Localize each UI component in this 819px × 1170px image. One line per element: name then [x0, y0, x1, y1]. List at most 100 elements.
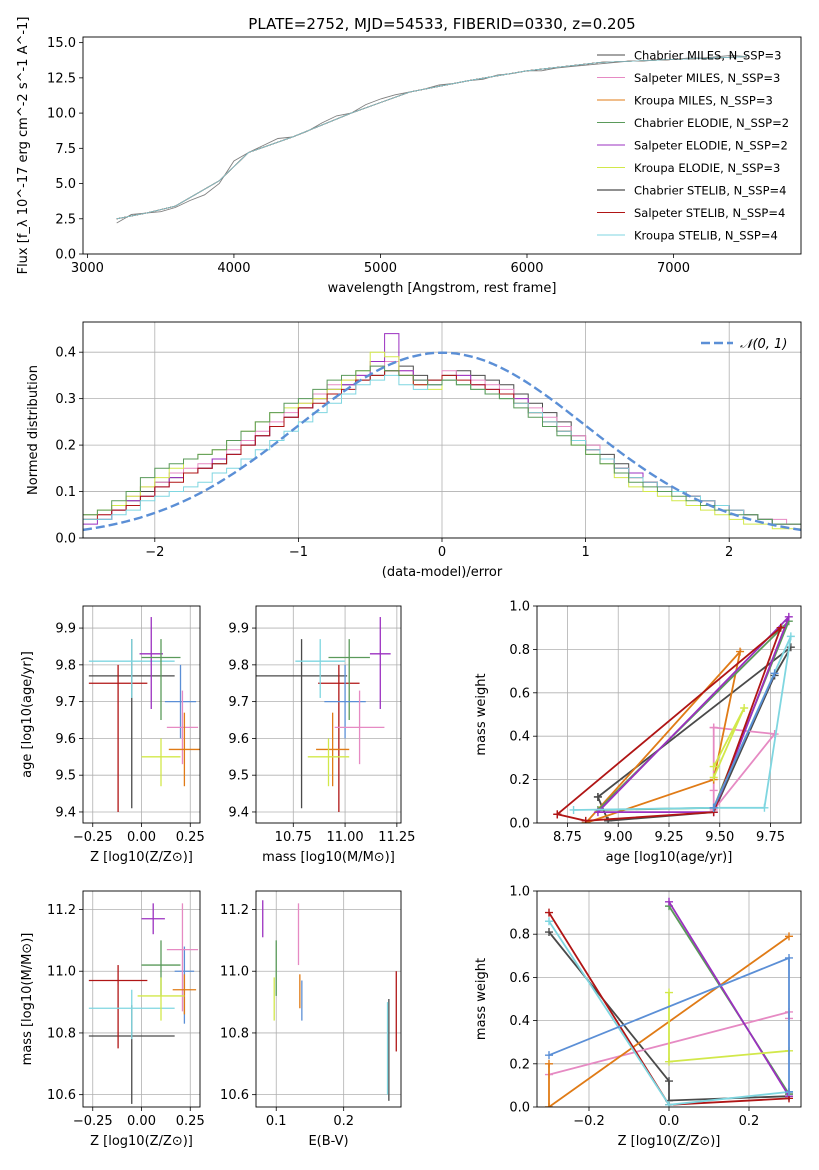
y-tick-label: 0.1 — [55, 485, 76, 500]
model-spectrum-line — [116, 56, 747, 220]
x-tick-label: 1 — [581, 545, 589, 560]
legend-label: Salpeter MILES, N_SSP=3 — [634, 71, 780, 85]
x-tick-label: 0.0 — [659, 1114, 680, 1129]
y-tick-label: 9.8 — [55, 658, 76, 673]
y-tick-label: 9.7 — [55, 695, 76, 710]
plot-area — [537, 891, 801, 1107]
y-axis-label: Normed distribution — [26, 365, 41, 495]
y-tick-label: 12.5 — [47, 71, 76, 86]
y-tick-label: 0.0 — [509, 817, 530, 832]
x-tick-label: −2 — [145, 545, 164, 560]
plot-area — [83, 322, 801, 538]
y-tick-label: 9.7 — [228, 695, 249, 710]
y-tick-label: 11.0 — [220, 965, 249, 980]
axes-frame — [82, 36, 802, 255]
x-axis-label: (data-model)/error — [382, 565, 503, 580]
plot-area — [83, 891, 200, 1107]
weight-marker — [581, 816, 590, 823]
legend-label: 𝒩(0, 1) — [740, 337, 787, 352]
weight-marker — [545, 917, 553, 926]
y-tick-label: 1.0 — [509, 600, 530, 615]
histogram-step — [83, 365, 801, 538]
y-axis-label: Flux [f_λ 10^-17 erg cm^-2 s^-1 A^-1] — [16, 17, 31, 275]
weight-marker — [785, 1087, 793, 1096]
y-tick-label: 10.8 — [47, 1026, 76, 1041]
y-tick-label: 10.8 — [220, 1026, 249, 1041]
axes-frame — [82, 605, 201, 824]
y-tick-label: 9.4 — [228, 805, 249, 820]
y-tick-label: 9.9 — [228, 622, 249, 637]
y-tick-label: 0.4 — [55, 346, 76, 361]
y-tick-label: 0.0 — [55, 532, 76, 547]
normal-curve — [83, 351, 801, 532]
x-tick-label: 11.25 — [378, 830, 415, 845]
panel-4: 10.75 11.00 11.25 9.4 9.5 9.6 9.7 9.8 9.9 mass [l… — [228, 605, 415, 865]
y-tick-label: 7.5 — [55, 142, 76, 157]
y-tick-label: 9.6 — [55, 732, 76, 747]
x-tick-label: −0.25 — [73, 830, 113, 845]
x-axis-label: mass [log10(M/M⊙)] — [262, 850, 395, 865]
weight-marker — [736, 647, 745, 656]
weight-marker — [785, 953, 793, 962]
x-tick-label: 10.75 — [275, 830, 312, 845]
weight-marker — [569, 805, 578, 814]
legend-label: Chabrier ELODIE, N_SSP=2 — [634, 116, 789, 130]
y-tick-label: 0.2 — [55, 439, 76, 454]
y-tick-label: 10.6 — [47, 1088, 76, 1103]
weight-marker — [709, 773, 718, 782]
panel-7: 0.1 0.2 10.6 10.8 11.0 11.2 E(B-V) — [220, 890, 402, 1149]
weight-marker — [786, 643, 795, 652]
x-tick-label: −0.2 — [573, 1114, 605, 1129]
legend-label: Kroupa MILES, N_SSP=3 — [634, 94, 773, 108]
axes-frame — [536, 890, 802, 1108]
x-axis-label: Z [log10(Z/Z⊙)] — [618, 1134, 721, 1149]
weight-line — [595, 616, 790, 813]
y-tick-label: 11.2 — [220, 903, 249, 918]
weight-marker — [665, 1077, 673, 1086]
x-tick-label: 9.50 — [705, 830, 734, 845]
axes-frame — [536, 605, 802, 824]
weight-marker — [545, 928, 553, 937]
x-tick-label: −0.25 — [73, 1114, 113, 1129]
weight-line — [712, 672, 776, 809]
y-tick-label: 1.0 — [509, 885, 530, 900]
x-tick-label: 7000 — [657, 261, 690, 276]
weight-marker — [709, 803, 718, 812]
weight-marker — [740, 703, 749, 712]
y-tick-label: 0.0 — [55, 248, 76, 263]
y-tick-label: 0.3 — [55, 392, 76, 407]
plot-area — [116, 54, 747, 224]
legend-label: Salpeter ELODIE, N_SSP=2 — [634, 139, 788, 153]
weight-line — [573, 636, 792, 811]
x-tick-label: 0 — [438, 545, 446, 560]
x-axis-label: age [log10(age/yr)] — [606, 850, 733, 865]
weight-marker — [709, 723, 718, 732]
x-tick-label: 11.00 — [326, 830, 363, 845]
y-tick-label: 11.2 — [47, 903, 76, 918]
weight-marker — [545, 1103, 553, 1107]
weight-marker — [770, 669, 779, 678]
weight-marker — [593, 792, 602, 801]
weight-line — [597, 646, 792, 822]
weight-marker — [665, 1057, 673, 1066]
weight-marker — [776, 623, 785, 632]
y-tick-label: 0.4 — [509, 730, 530, 745]
legend-label: Kroupa STELIB, N_SSP=4 — [634, 229, 778, 243]
weight-marker — [604, 816, 613, 823]
y-axis-label: mass weight — [474, 958, 489, 1040]
axes-frame — [255, 890, 402, 1108]
legend-label: Chabrier MILES, N_SSP=3 — [634, 49, 781, 63]
y-tick-label: 0.6 — [509, 971, 530, 986]
x-tick-label: 0.25 — [176, 1114, 205, 1129]
x-tick-label: 2 — [725, 545, 733, 560]
y-tick-label: 0.8 — [509, 928, 530, 943]
weight-marker — [553, 810, 562, 819]
y-tick-label: 15.0 — [47, 36, 76, 51]
y-tick-label: 0.0 — [509, 1101, 530, 1116]
axes-frame — [82, 321, 802, 539]
y-tick-label: 9.8 — [228, 658, 249, 673]
x-tick-label: 5000 — [364, 261, 397, 276]
x-tick-label: 0.2 — [739, 1114, 760, 1129]
axes-frame — [255, 605, 402, 824]
y-tick-label: 11.0 — [47, 965, 76, 980]
